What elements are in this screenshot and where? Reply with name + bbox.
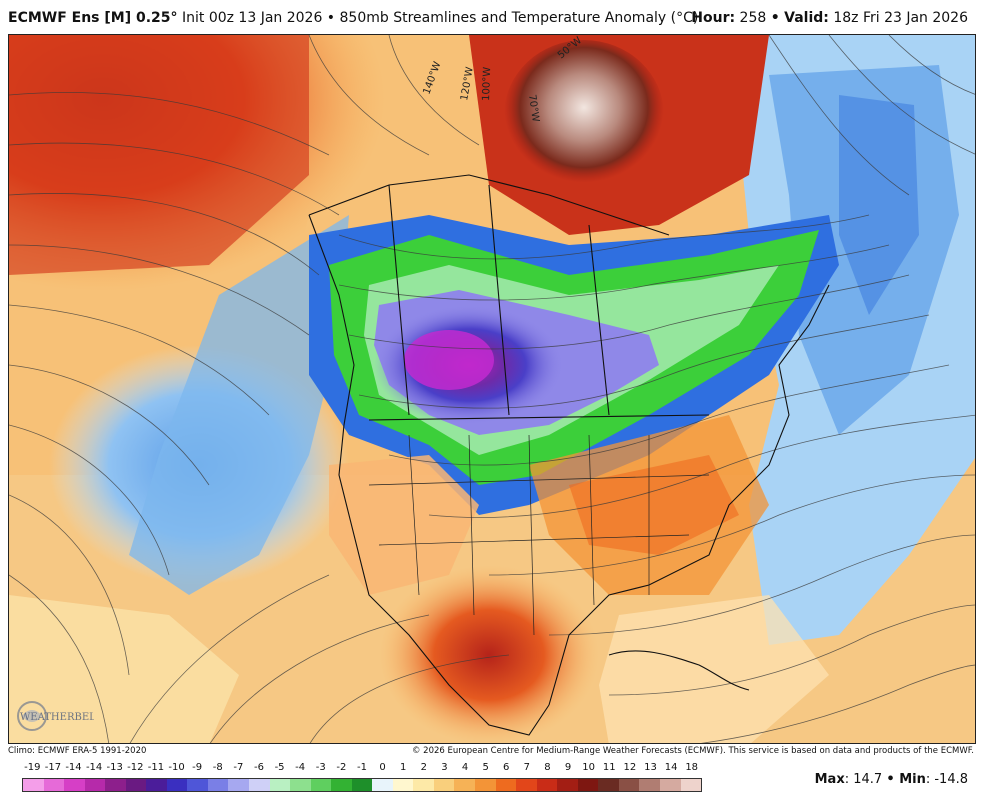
valid-time: Hour: 258 • Valid: 18z Fri 23 Jan 2026 bbox=[691, 10, 968, 26]
country-borders bbox=[308, 174, 830, 736]
colorbar-swatch bbox=[23, 779, 44, 791]
valid-label: Valid: bbox=[784, 10, 829, 26]
colorbar-tick-label: 12 bbox=[623, 762, 637, 773]
model-name: ECMWF Ens [M] 0.25 bbox=[8, 10, 171, 26]
colorbar-tick-label: 2 bbox=[420, 762, 427, 773]
colorbar-tick-label: -10 bbox=[168, 762, 185, 773]
svg-text:WEATHERBELL: WEATHERBELL bbox=[20, 712, 94, 723]
max-label: Max bbox=[814, 772, 845, 787]
streamlines bbox=[9, 35, 975, 743]
colorbar-tick-label: -13 bbox=[106, 762, 123, 773]
min-value: -14.8 bbox=[934, 772, 968, 787]
colorbar-tick-label: -17 bbox=[44, 762, 62, 773]
colorbar-swatch bbox=[84, 779, 106, 791]
climo-note: Climo: ECMWF ERA-5 1991-2020 bbox=[8, 746, 147, 756]
colorbar-swatch bbox=[392, 779, 414, 791]
colorbar-swatch bbox=[187, 779, 208, 791]
colorbar-swatch bbox=[577, 779, 599, 791]
colorbar-tick-label: 7 bbox=[523, 762, 531, 773]
colorbar-swatch bbox=[105, 779, 126, 791]
lon-label-70w: 70°W bbox=[526, 94, 541, 123]
max-value: 14.7 bbox=[853, 772, 883, 787]
colorbar-tick-label: -3 bbox=[315, 762, 326, 773]
colorbar-swatch bbox=[433, 779, 455, 791]
colorbar-tick-label: 11 bbox=[602, 762, 616, 773]
weatherbell-logo: WEATHERBELL bbox=[17, 701, 94, 731]
temperature-anomaly-map[interactable]: 140°W 120°W 100°W 70°W 50°W bbox=[8, 34, 976, 744]
colorbar-swatch bbox=[166, 779, 188, 791]
colorbar-swatch bbox=[680, 779, 702, 791]
colorbar-tick-label: -12 bbox=[127, 762, 144, 773]
colorbar-swatch bbox=[207, 779, 229, 791]
colorbar-swatch bbox=[598, 779, 619, 791]
colorbar-tick-label: 1 bbox=[400, 762, 407, 773]
colorbar-tick-label: -19 bbox=[24, 762, 41, 773]
bullet-separator: • bbox=[770, 10, 780, 26]
colorbar-swatch bbox=[146, 779, 167, 791]
greenland-anomaly bbox=[504, 40, 664, 190]
colorbar-swatch bbox=[557, 779, 578, 791]
colorbar-swatch bbox=[351, 779, 373, 791]
colorbar-swatch bbox=[536, 779, 558, 791]
colorbar-swatch bbox=[269, 779, 291, 791]
colorbar-swatch bbox=[290, 779, 311, 791]
colorbar-swatch bbox=[516, 779, 537, 791]
init-and-field: Init 00z 13 Jan 2026 • 850mb Streamlines… bbox=[181, 10, 699, 26]
colorbar-tick-label: -5 bbox=[274, 762, 285, 773]
colorbar-swatch bbox=[125, 779, 147, 791]
colorbar-labels: -19 -17 -14 -14 -13 -12 -11 -10 -9 -8 -7 -6 -5 -4 -3 -2… bbox=[22, 762, 702, 776]
min-label: Min bbox=[899, 772, 926, 787]
map-title: ECMWF Ens [M] 0.25° Init 00z 13 Jan 2026… bbox=[8, 10, 698, 26]
colorbar-tick-label: -14 bbox=[65, 762, 82, 773]
colorbar-swatch bbox=[475, 779, 496, 791]
colorbar-swatch bbox=[43, 779, 65, 791]
colorbar-tick-label: -7 bbox=[233, 762, 244, 773]
colorbar-tick-label: -14 bbox=[85, 762, 103, 773]
southern-warm-region bbox=[379, 565, 599, 743]
colorbar-swatch bbox=[64, 779, 85, 791]
colorbar-swatch bbox=[618, 779, 640, 791]
colorbar-tick-label: -1 bbox=[357, 762, 367, 773]
colorbar-swatch bbox=[639, 779, 660, 791]
colorbar-swatch bbox=[659, 779, 681, 791]
state-borders bbox=[368, 434, 710, 636]
colorbar-swatch bbox=[413, 779, 434, 791]
valid-value: 18z Fri 23 Jan 2026 bbox=[833, 10, 968, 26]
colorbar-tick-label: 0 bbox=[379, 762, 386, 773]
colorbar-tick-label: 8 bbox=[544, 762, 551, 773]
colorbar-tick-label: 18 bbox=[685, 762, 699, 773]
colorbar-tick-label: -9 bbox=[192, 762, 203, 773]
colorbar-tick-label: -2 bbox=[336, 762, 347, 773]
colorbar-tick-label: 6 bbox=[503, 762, 510, 773]
colorbar-swatch bbox=[454, 779, 476, 791]
colorbar-swatches bbox=[22, 778, 702, 792]
header-bar: ECMWF Ens [M] 0.25° Init 00z 13 Jan 2026… bbox=[0, 0, 984, 34]
colorbar-swatch bbox=[495, 779, 517, 791]
colorbar-tick-label: -8 bbox=[212, 762, 223, 773]
copyright-note: © 2026 European Centre for Medium-Range … bbox=[411, 746, 974, 756]
colorbar-swatch bbox=[228, 779, 250, 791]
degree-symbol: ° bbox=[170, 10, 178, 26]
colorbar-tick-label: 14 bbox=[664, 762, 678, 773]
colorbar-legend: -19 -17 -14 -14 -13 -12 -11 -10 -9 -8 -7 -6 -5 -4 -3 -2… bbox=[22, 762, 702, 798]
hour-label: Hour: bbox=[691, 10, 736, 26]
colorbar-swatch bbox=[372, 779, 393, 791]
colorbar-tick-label: 4 bbox=[461, 762, 469, 773]
colorbar-tick-label: 9 bbox=[564, 762, 572, 773]
colorbar-tick-label: 13 bbox=[644, 762, 657, 773]
map-canvas: 140°W 120°W 100°W 70°W 50°W bbox=[9, 35, 975, 743]
hour-value: 258 bbox=[739, 10, 767, 26]
colorbar-swatch bbox=[249, 779, 270, 791]
max-min-readout: Max: 14.7 • Min: -14.8 bbox=[814, 772, 968, 787]
colorbar-swatch bbox=[331, 779, 352, 791]
colorbar-tick-label: -6 bbox=[253, 762, 264, 773]
colorbar-tick-label: 10 bbox=[582, 762, 596, 773]
colorbar-swatch bbox=[310, 779, 332, 791]
colorbar-tick-label: -4 bbox=[295, 762, 306, 773]
colorbar-tick-label: 5 bbox=[482, 762, 489, 773]
colorbar-tick-label: 3 bbox=[441, 762, 448, 773]
lon-label-100w: 100°W bbox=[481, 67, 493, 101]
colorbar-tick-label: -11 bbox=[147, 762, 165, 773]
